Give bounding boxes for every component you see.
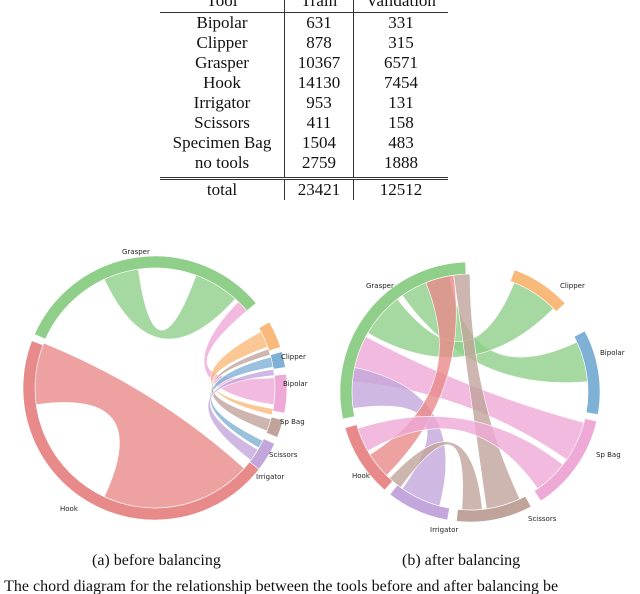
arc-scissors <box>265 416 284 438</box>
cell-train: 2759 <box>284 153 354 180</box>
cell-train: 953 <box>284 93 354 113</box>
subcaption-b: (b) after balancing <box>402 552 521 569</box>
table-row: Specimen Bag 1504 483 <box>160 133 448 153</box>
header-train: Train <box>284 0 354 13</box>
b-label-spbag: Sp Bag <box>596 451 621 459</box>
cell-tool: Specimen Bag <box>172 133 272 152</box>
table-row: Irrigator 953 131 <box>160 93 448 113</box>
cell-tool: Bipolar <box>196 13 248 32</box>
cell-validation: 483 <box>353 133 448 153</box>
b-label-hook: Hook <box>352 472 370 480</box>
table-row: no tools 2759 1888 <box>160 153 448 180</box>
cell-train: 878 <box>284 33 354 53</box>
table-row: Hook 14130 7454 <box>160 73 448 93</box>
arc-clipper <box>258 321 281 352</box>
cell-tool: Irrigator <box>193 93 251 112</box>
a-label-irrigator: Irrigator <box>256 473 285 481</box>
cell-validation: 331 <box>353 12 448 33</box>
a-label-spbag: Sp Bag <box>280 418 305 426</box>
a-label-grasper: Grasper <box>122 248 150 256</box>
cell-validation: 158 <box>353 113 448 133</box>
arc-grasper <box>339 261 467 420</box>
table-row: Bipolar 631 331 <box>160 12 448 33</box>
figure-caption: 3: The chord diagram for the relationshi… <box>0 578 559 594</box>
cell-train: 14130 <box>284 73 354 93</box>
arc-bipolar <box>269 351 286 370</box>
cell-tool: Scissors <box>194 113 250 132</box>
a-label-bipolar: Bipolar <box>283 380 308 388</box>
arc-clipper <box>509 269 566 312</box>
b-label-scissors: Scissors <box>528 515 557 523</box>
total-train: 23421 <box>284 178 354 200</box>
table-row: Grasper 10367 6571 <box>160 53 448 73</box>
b-label-irrigator: Irrigator <box>430 526 459 534</box>
arc-bipolar <box>573 330 601 415</box>
cell-tool: Grasper <box>195 53 249 72</box>
b-label-bipolar: Bipolar <box>600 349 625 357</box>
b-label-clipper: Clipper <box>560 282 585 290</box>
arc-irrigator <box>249 438 276 470</box>
arc-spbag <box>533 418 598 502</box>
cell-train: 1504 <box>284 133 354 153</box>
arc-scissors <box>456 495 532 523</box>
cell-train: 631 <box>284 12 354 33</box>
a-label-clipper: Clipper <box>281 353 306 361</box>
arc-irrigator <box>389 484 450 521</box>
cell-validation: 315 <box>353 33 448 53</box>
a-label-scissors: Scissors <box>269 451 298 459</box>
total-validation: 12512 <box>353 178 448 200</box>
a-label-hook: Hook <box>60 505 78 513</box>
table-row: Clipper 878 315 <box>160 33 448 53</box>
table-header: Tool Train Validation <box>160 0 448 13</box>
cell-validation: 1888 <box>353 153 448 180</box>
b-label-grasper: Grasper <box>366 282 394 290</box>
cell-train: 411 <box>284 113 354 133</box>
subcaption-a: (a) before balancing <box>92 552 221 569</box>
table-total-row: total 23421 12512 <box>160 178 448 200</box>
cell-tool: Clipper <box>196 33 248 52</box>
arc-hook <box>22 340 260 521</box>
cell-validation: 7454 <box>353 73 448 93</box>
cell-tool: Hook <box>203 73 241 92</box>
table-row: Scissors 411 158 <box>160 113 448 133</box>
arc-spbag <box>272 373 288 414</box>
cell-train: 10367 <box>284 53 354 73</box>
total-label: total <box>206 180 238 199</box>
cell-validation: 131 <box>353 93 448 113</box>
arc-hook <box>344 424 394 491</box>
header-tool: Tool <box>160 0 285 13</box>
header-validation: Validation <box>353 0 448 13</box>
cell-validation: 6571 <box>353 53 448 73</box>
tool-count-table: Tool Train Validation Bipolar 631 331 Clipp… <box>160 0 448 200</box>
cell-tool: no tools <box>160 153 285 180</box>
arc-grasper <box>34 255 257 340</box>
